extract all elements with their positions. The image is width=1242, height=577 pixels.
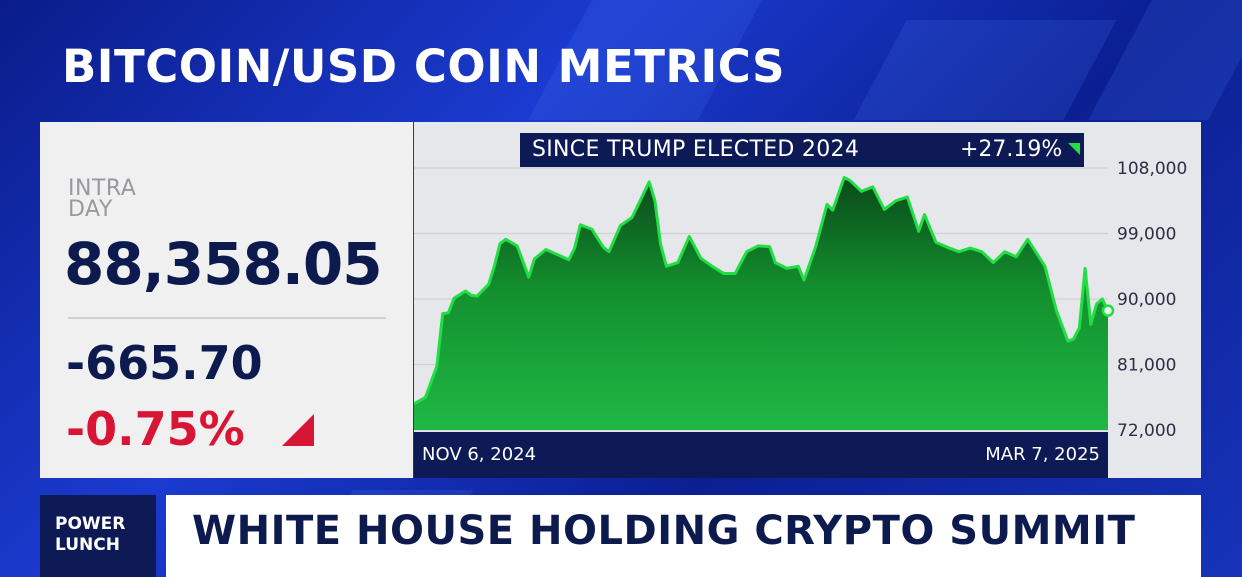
last-price-marker	[1101, 304, 1115, 317]
x-axis-end-label: MAR 7, 2025	[985, 444, 1100, 465]
chart-change-percent: +27.19%	[960, 137, 1063, 162]
y-tick-label: 108,000	[1117, 159, 1187, 179]
change-percent: -0.75%	[66, 402, 245, 456]
up-triangle-icon	[1068, 143, 1080, 155]
background-shard	[853, 20, 1117, 120]
show-logo: POWER LUNCH	[40, 495, 156, 577]
price-chart: 108,000 99,000 90,000 81,000 72,000	[414, 159, 1187, 441]
lower-third: POWER LUNCH WHITE HOUSE HOLDING CRYPTO S…	[40, 495, 1201, 577]
show-name: POWER LUNCH	[55, 514, 126, 555]
chart-panel: 108,000 99,000 90,000 81,000 72,000 SINCE TR…	[414, 122, 1201, 478]
quote-panel: INTRA DAY 88,358.05 -665.70 -0.75%	[40, 122, 413, 478]
y-tick-label: 81,000	[1117, 356, 1176, 376]
price-line	[414, 176, 1110, 406]
y-tick-label: 99,000	[1117, 225, 1176, 245]
date-axis-bar: NOV 6, 2024 MAR 7, 2025	[414, 432, 1108, 478]
price-area	[414, 177, 1108, 430]
page-title: BITCOIN/USD COIN METRICS	[62, 40, 786, 93]
change-value: -665.70	[66, 336, 263, 390]
down-triangle-icon	[282, 414, 314, 446]
x-axis-start-label: NOV 6, 2024	[422, 444, 537, 465]
headline-box: WHITE HOUSE HOLDING CRYPTO SUMMIT	[166, 495, 1201, 577]
quote-divider	[68, 317, 386, 319]
headline: WHITE HOUSE HOLDING CRYPTO SUMMIT	[192, 508, 1136, 554]
chart-title: SINCE TRUMP ELECTED 2024	[532, 137, 860, 162]
y-tick-label: 90,000	[1117, 290, 1176, 310]
intraday-label: INTRA DAY	[68, 176, 137, 222]
chart-title-box: SINCE TRUMP ELECTED 2024 +27.19%	[520, 133, 1084, 167]
price-value: 88,358.05	[64, 230, 383, 298]
background-shard	[1088, 0, 1242, 120]
y-tick-label: 72,000	[1117, 421, 1176, 441]
